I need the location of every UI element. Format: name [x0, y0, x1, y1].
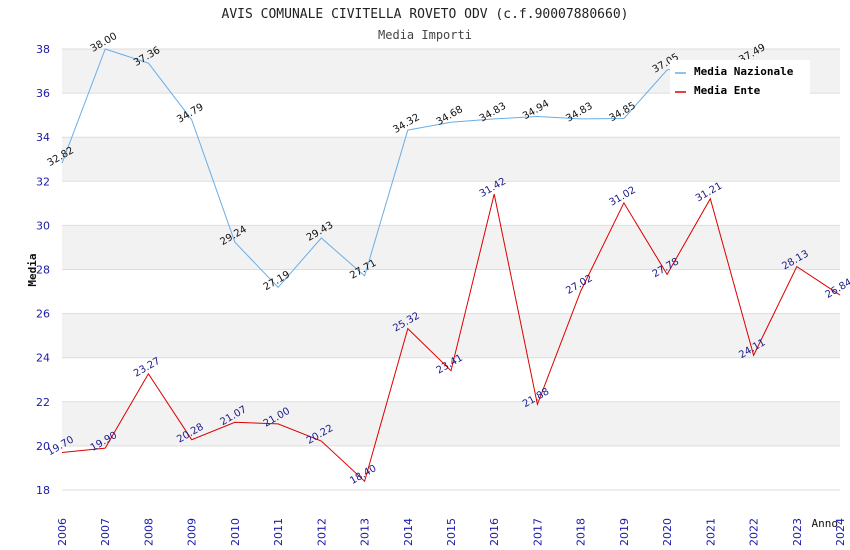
chart-title: AVIS COMUNALE CIVITELLA ROVETO ODV (c.f.…	[222, 7, 629, 22]
x-tick-label: 2009	[186, 518, 199, 546]
x-tick-label: 2018	[575, 518, 588, 546]
plot-band	[62, 445, 840, 490]
legend: Media Nazionale Media Ente	[670, 60, 810, 97]
chart-subtitle: Media Importi	[378, 28, 472, 42]
x-tick-label: 2011	[272, 518, 285, 546]
gridlines	[62, 48, 840, 491]
plot-band	[62, 401, 840, 446]
series-line-nazionale	[61, 48, 754, 289]
x-tick-label: 2007	[99, 518, 112, 546]
x-tick-label: 2017	[531, 518, 544, 546]
plot-band	[62, 137, 840, 182]
x-tick-label: 2012	[315, 518, 328, 546]
y-tick-label: 20	[36, 440, 50, 453]
plot-band	[62, 93, 840, 138]
x-axis-ticks: 2006 2007 2008 2009 2010 2011 2012 2013 2014 2015…	[56, 518, 847, 546]
x-tick-label: 2021	[704, 518, 717, 546]
y-tick-label: 38	[36, 43, 50, 56]
legend-box	[670, 60, 810, 96]
legend-label-ente: Media Ente	[694, 84, 761, 97]
y-axis-label: Media	[26, 253, 39, 286]
x-tick-label: 2014	[402, 518, 415, 546]
y-tick-label: 32	[36, 175, 50, 188]
plot-band	[62, 357, 840, 402]
series-lines	[61, 48, 841, 483]
x-tick-label: 2024	[834, 518, 847, 546]
y-tick-label: 30	[36, 219, 50, 232]
x-axis-label: Anno	[812, 517, 839, 530]
plot-bands	[62, 49, 840, 490]
x-tick-label: 2010	[229, 518, 242, 546]
x-tick-label: 2016	[488, 518, 501, 546]
y-tick-label: 22	[36, 396, 50, 409]
x-tick-label: 2013	[359, 518, 372, 546]
x-tick-label: 2006	[56, 518, 69, 546]
y-tick-label: 28	[36, 264, 50, 277]
series-line-ente	[61, 193, 841, 483]
x-tick-label: 2019	[618, 518, 631, 546]
legend-label-nazionale: Media Nazionale	[694, 65, 794, 78]
y-axis-ticks: 18 20 22 24 26 28 30 32 34 36 38	[36, 43, 50, 497]
x-tick-label: 2015	[445, 518, 458, 546]
x-tick-label: 2023	[791, 518, 804, 546]
plot-band	[62, 269, 840, 314]
plot-band	[62, 313, 840, 358]
y-tick-label: 24	[36, 352, 50, 365]
plot-band	[62, 181, 840, 226]
x-tick-label: 2020	[661, 518, 674, 546]
y-tick-label: 36	[36, 87, 50, 100]
y-tick-label: 34	[36, 131, 50, 144]
y-tick-label: 26	[36, 308, 50, 321]
x-tick-label: 2022	[748, 518, 761, 546]
x-tick-label: 2008	[142, 518, 155, 546]
y-tick-label: 18	[36, 484, 50, 497]
plot-band	[62, 225, 840, 270]
